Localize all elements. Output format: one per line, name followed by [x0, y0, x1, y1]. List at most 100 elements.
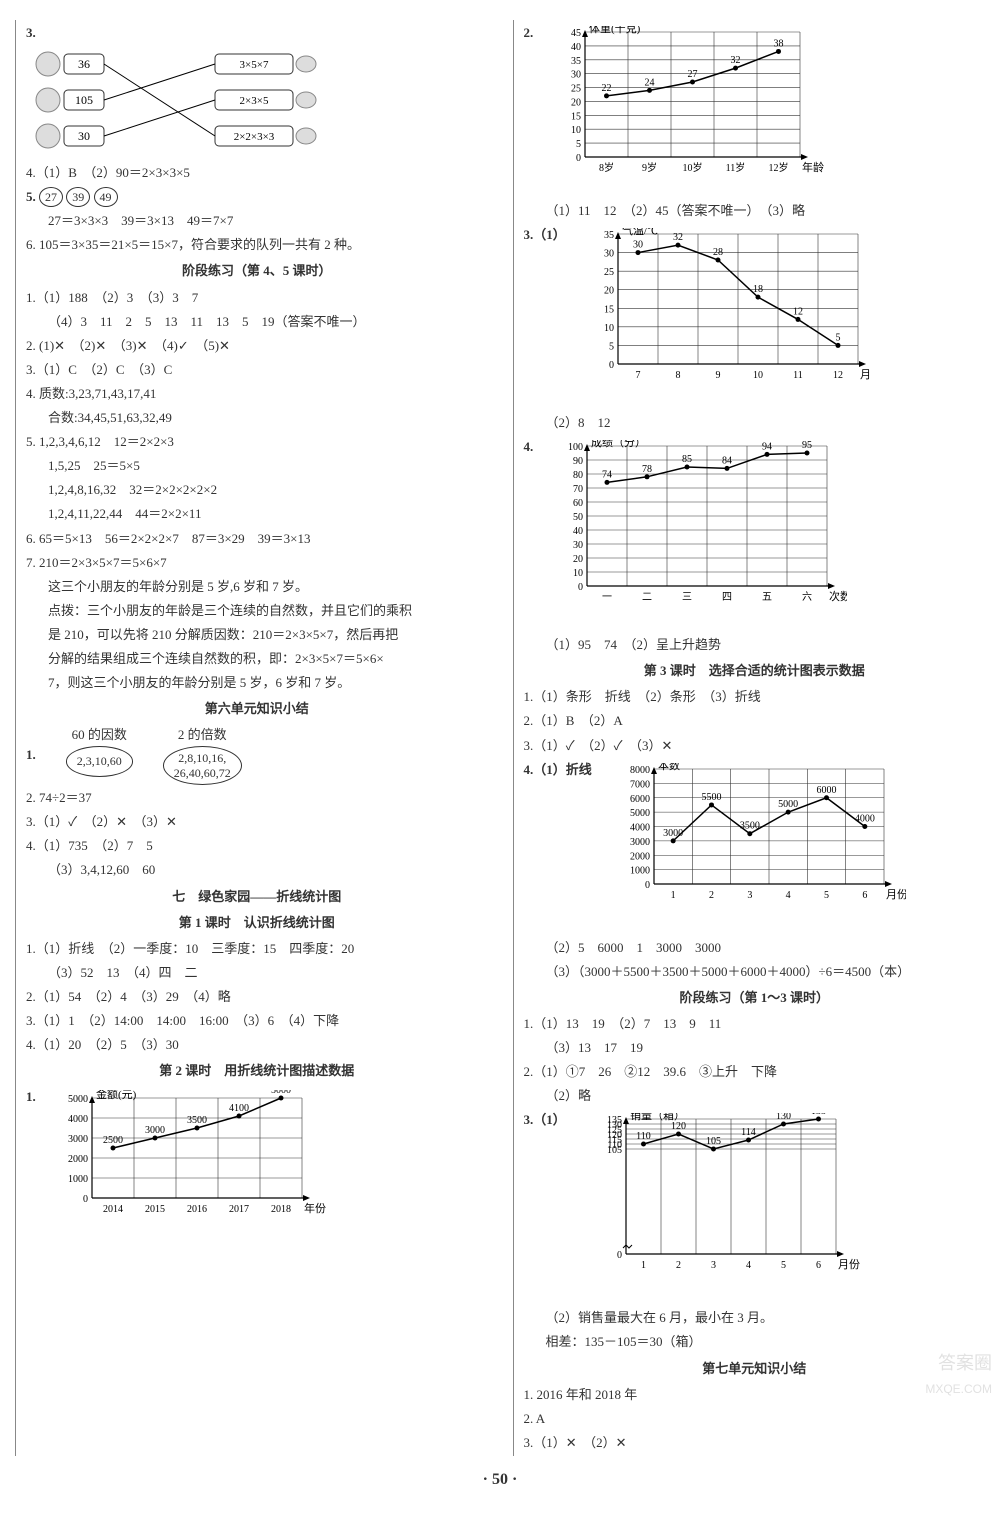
svg-text:3000: 3000 [145, 1125, 165, 1136]
svg-text:22: 22 [602, 83, 612, 94]
chart4-row: 4. 0102030405060708090100一二三四五六成绩（分）次数74… [524, 436, 986, 632]
heading-unit6: 第六单元知识小结 [26, 698, 488, 720]
chart1-row: 1. 0100020003000400050002014201520162017… [26, 1086, 488, 1242]
svg-text:6000: 6000 [816, 784, 836, 795]
svg-text:9: 9 [715, 370, 720, 381]
svg-text:2000: 2000 [68, 1154, 88, 1165]
q6: 6. 105＝3×35＝21×5＝15×7，符合要求的队列一共有 2 种。 [26, 234, 488, 256]
p2-1b: （3）13 17 19 [524, 1037, 986, 1059]
svg-text:5: 5 [609, 342, 614, 353]
svg-text:30: 30 [78, 129, 90, 143]
circled-39: 39 [66, 187, 90, 207]
svg-text:体重(千克): 体重(千克) [589, 26, 641, 35]
svg-text:2016: 2016 [187, 1204, 207, 1215]
svg-text:10: 10 [571, 125, 581, 136]
heading-stage13: 阶段练习（第 1～3 课时） [524, 987, 986, 1009]
r3-2: （2）8 12 [524, 412, 986, 434]
svg-text:135: 135 [811, 1113, 826, 1117]
q5: 5. 27 39 49 [26, 186, 488, 208]
heading-ch7: 七 绿色家园——折线统计图 [26, 886, 488, 908]
page-number: · 50 · [15, 1466, 985, 1493]
svg-text:3×5×7: 3×5×7 [240, 59, 269, 71]
svg-text:120: 120 [671, 1121, 686, 1132]
s1-6: 6. 65＝5×13 56＝2×2×2×7 87＝3×29 39＝3×13 [26, 528, 488, 550]
svg-text:四: 四 [722, 592, 732, 603]
svg-text:100: 100 [568, 442, 583, 453]
svg-text:二: 二 [642, 592, 652, 603]
u7-1: 1. 2016 年和 2018 年 [524, 1384, 986, 1406]
svg-text:2×2×3×3: 2×2×3×3 [234, 131, 275, 143]
svg-text:4000: 4000 [855, 813, 875, 824]
right-column: 2. 0510152025303540458岁9岁10岁11岁12岁体重(千克)… [513, 20, 986, 1456]
q5-line2: 27＝3×3×3 39＝3×13 49＝7×7 [26, 210, 488, 232]
svg-text:3000: 3000 [68, 1134, 88, 1145]
svg-text:五: 五 [762, 592, 772, 603]
heading-lesson3: 第 3 课时 选择合适的统计图表示数据 [524, 660, 986, 682]
svg-text:6: 6 [816, 1260, 821, 1271]
svg-text:12: 12 [793, 307, 803, 318]
svg-text:45: 45 [571, 28, 581, 39]
svg-text:40: 40 [573, 526, 583, 537]
svg-text:0: 0 [83, 1194, 88, 1205]
svg-text:气温/℃: 气温/℃ [622, 228, 658, 237]
p2-1a: 1.（1）13 19 （2）7 13 9 11 [524, 1013, 986, 1035]
s1-3: 3.（1）C （2）C （3）C [26, 359, 488, 381]
svg-text:30: 30 [604, 249, 614, 260]
svg-text:114: 114 [741, 1127, 756, 1138]
s1-7b: 这三个小朋友的年龄分别是 5 岁,6 岁和 7 岁。 [26, 576, 488, 598]
svg-text:7000: 7000 [630, 779, 650, 790]
svg-text:4: 4 [746, 1260, 751, 1271]
chart2-num: 2. [524, 22, 534, 44]
heading-unit7: 第七单元知识小结 [524, 1358, 986, 1380]
heading-lesson2: 第 2 课时 用折线统计图描述数据 [26, 1060, 488, 1082]
svg-text:3: 3 [747, 890, 752, 901]
chart3-row: 3.（1） 05101520253035789101112气温/℃月303228… [524, 224, 986, 410]
svg-text:24: 24 [645, 77, 655, 88]
svg-text:月份: 月份 [838, 1258, 860, 1271]
u6-2: 2. 74÷2＝37 [26, 787, 488, 809]
svg-text:105: 105 [75, 93, 93, 107]
chart3: 05101520253035789101112气温/℃月30322818125 [580, 228, 880, 406]
svg-text:2000: 2000 [630, 851, 650, 862]
svg-text:2014: 2014 [103, 1204, 123, 1215]
multiples-2: 2 的倍数 2,8,10,16, 26,40,60,72 [163, 724, 242, 785]
svg-text:6: 6 [862, 890, 867, 901]
heading-stage45: 阶段练习（第 4、5 课时） [26, 260, 488, 282]
chart2-row: 2. 0510152025303540458岁9岁10岁11岁12岁体重(千克)… [524, 22, 986, 198]
svg-text:36: 36 [78, 57, 90, 71]
svg-text:30: 30 [571, 70, 581, 81]
svg-text:2017: 2017 [229, 1204, 249, 1215]
u6-4a: 4.（1）735 （2）7 5 [26, 835, 488, 857]
s1-2: 2. (1)✕ （2)✕ （3)✕ （4)✓ （5)✕ [26, 335, 488, 357]
s1-1b: （4）3 11 2 5 13 11 13 5 19（答案不唯一） [26, 311, 488, 333]
s1-5b: 1,5,25 25＝5×5 [26, 455, 488, 477]
svg-text:5: 5 [576, 139, 581, 150]
s1-7e: 分解的结果组成三个连续自然数的积，即：2×3×5×7＝5×6× [26, 648, 488, 670]
u6-3: 3.（1）✓ （2）✕ （3）✕ [26, 811, 488, 833]
page-columns: 3. 36105303×5×72×3×52×2×3×3 4.（1）B （2）90… [15, 20, 985, 1456]
svg-text:32: 32 [731, 55, 741, 66]
svg-text:90: 90 [573, 456, 583, 467]
svg-text:11岁: 11岁 [726, 161, 746, 174]
svg-text:40: 40 [571, 42, 581, 53]
c3-2: 2.（1）B （2）A [524, 710, 986, 732]
svg-text:30: 30 [573, 540, 583, 551]
matching-diagram: 36105303×5×72×3×52×2×3×3 [30, 46, 488, 156]
svg-text:3000: 3000 [663, 828, 683, 839]
svg-text:0: 0 [609, 360, 614, 371]
c3-1: 1.（1）条形 折线 （2）条形 （3）折线 [524, 686, 986, 708]
s1-7f: 7，则这三个小朋友的年龄分别是 5 岁，6 岁和 7 岁。 [26, 672, 488, 694]
svg-text:2018: 2018 [271, 1204, 291, 1215]
r2-1: （1）11 12 （2）45（答案不唯一） （3）略 [524, 200, 986, 222]
svg-text:1: 1 [670, 890, 675, 901]
svg-text:5000: 5000 [630, 808, 650, 819]
svg-text:35: 35 [604, 230, 614, 241]
svg-text:105: 105 [706, 1136, 721, 1147]
svg-text:80: 80 [573, 470, 583, 481]
svg-text:85: 85 [682, 454, 692, 465]
svg-text:15: 15 [571, 111, 581, 122]
svg-text:3500: 3500 [740, 820, 760, 831]
s1-7c: 点拨：三个小朋友的年龄是三个连续的自然数，并且它们的乘积 [26, 600, 488, 622]
chart5-num: 4.（1）折线 [524, 759, 592, 781]
svg-text:1000: 1000 [68, 1174, 88, 1185]
